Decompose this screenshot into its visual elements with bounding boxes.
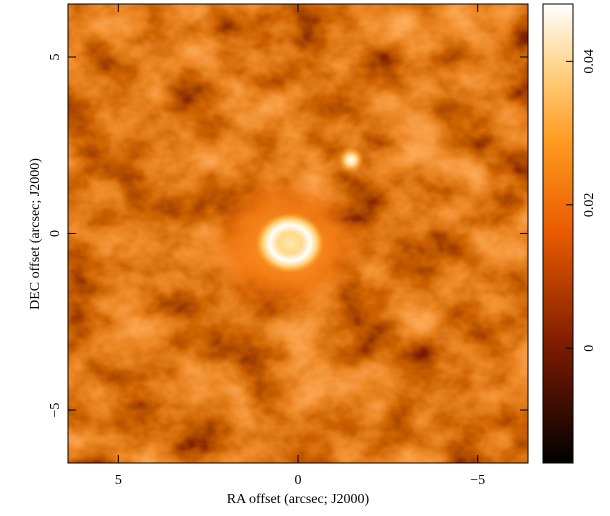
y-tick-label: 0 bbox=[48, 230, 63, 237]
colorbar-tick-label: 0.02 bbox=[582, 193, 597, 218]
x-tick-label: 5 bbox=[115, 473, 122, 488]
y-axis-label: DEC offset (arcsec; J2000) bbox=[28, 158, 43, 310]
colorbar-tick-label: 0 bbox=[582, 345, 597, 352]
colorbar bbox=[543, 4, 573, 463]
y-tick-label: −5 bbox=[48, 403, 63, 418]
y-tick-label: 5 bbox=[48, 53, 63, 60]
x-tick-label: 0 bbox=[295, 473, 302, 488]
colorbar-tick-label: 0.04 bbox=[582, 49, 597, 74]
compact-source bbox=[338, 147, 364, 173]
bright-source bbox=[256, 213, 324, 273]
chart: RA offset (arcsec; J2000) DEC offset (ar… bbox=[0, 0, 610, 516]
image bbox=[68, 4, 528, 463]
x-tick-label: −5 bbox=[470, 473, 485, 488]
x-axis-label: RA offset (arcsec; J2000) bbox=[227, 492, 370, 507]
